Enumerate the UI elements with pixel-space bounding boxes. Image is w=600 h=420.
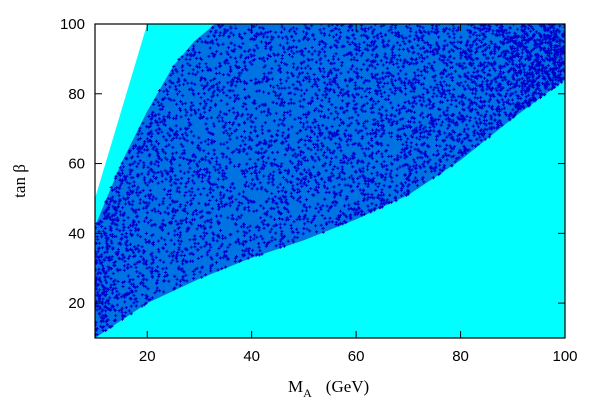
x-axis-label: MA (GeV) <box>288 377 369 400</box>
x-tick-label: 40 <box>243 348 260 365</box>
data-points <box>95 24 565 337</box>
y-axis-ticks: 20 40 60 80 100 <box>60 16 565 312</box>
y-tick-label: 60 <box>68 156 85 173</box>
y-tick-label: 20 <box>68 295 85 312</box>
x-tick-label: 20 <box>139 348 156 365</box>
x-tick-label: 80 <box>452 348 469 365</box>
y-tick-label: 100 <box>60 16 85 33</box>
x-axis-ticks: 20 40 60 80 100 <box>139 24 578 365</box>
selected-point-marks <box>95 24 565 337</box>
x-tick-label: 60 <box>348 348 365 365</box>
y-axis-label: tan β <box>10 164 29 198</box>
y-tick-label: 80 <box>68 86 85 103</box>
y-tick-label: 40 <box>68 225 85 242</box>
x-axis-label-subscript: A <box>303 386 312 400</box>
x-axis-label-unit: (GeV) <box>326 377 369 396</box>
x-tick-label: 100 <box>552 348 577 365</box>
plot-frame <box>94 23 566 339</box>
x-axis-label-main: M <box>288 377 303 396</box>
